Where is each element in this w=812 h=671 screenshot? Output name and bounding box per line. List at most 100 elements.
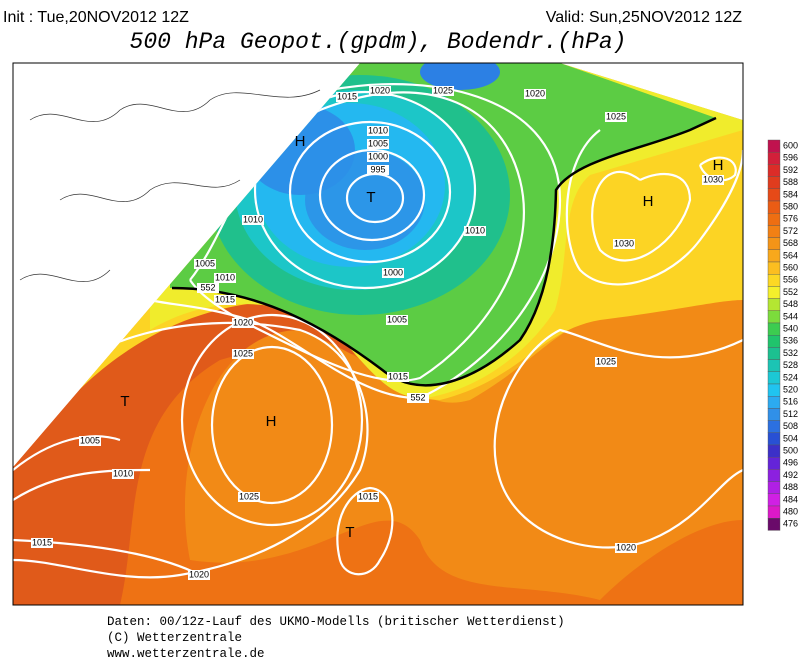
isobar-label: 1015 (358, 491, 378, 501)
footer-line: (C) Wetterzentrale (107, 631, 242, 645)
isobar-label: 1025 (606, 111, 626, 121)
colorbar-cell (767, 310, 781, 324)
label-box (595, 357, 617, 367)
colorbar-label: 488 (783, 482, 798, 492)
label-box (188, 570, 210, 580)
coastline (19, 89, 321, 282)
colorbar-cell (767, 151, 781, 165)
label-box (702, 175, 724, 185)
colorbar-cell (767, 225, 781, 238)
isobar-label: 1025 (596, 356, 616, 366)
label-box (242, 215, 264, 225)
isobar-label: 1005 (387, 314, 407, 324)
colorbar-cell (767, 420, 781, 434)
colorbar-label: 584 (783, 189, 798, 199)
isobar-label: 1015 (32, 537, 52, 547)
colorbar-label: 572 (783, 226, 798, 236)
colorbar-label: 480 (783, 506, 798, 516)
outside-domain (13, 63, 360, 467)
isobar-label: 1010 (113, 468, 133, 478)
isobar-label: 1000 (383, 267, 403, 277)
colorbar-label: 560 (783, 262, 798, 272)
isobar-label: 1015 (215, 294, 235, 304)
label-box (31, 538, 53, 548)
contour-552 (171, 116, 717, 387)
colorbar-label: 552 (783, 287, 798, 297)
colorbar-label: 536 (783, 336, 798, 346)
label-box (407, 393, 429, 403)
label-box (232, 318, 254, 328)
label-box (432, 86, 454, 96)
isobar-label: 1025 (239, 491, 259, 501)
pressure-center: H (713, 157, 724, 174)
colorbar-cell (767, 371, 781, 385)
pressure-center: H (295, 133, 306, 150)
colorbar-cell (767, 212, 781, 226)
isobar-label: 1015 (388, 371, 408, 381)
colorbar-label: 556 (783, 275, 798, 285)
label-box (464, 226, 486, 236)
colorbar-cell (767, 481, 781, 495)
label-box (605, 112, 627, 122)
label-box (214, 295, 236, 305)
label-box (367, 139, 389, 149)
colorbar-cell (767, 164, 781, 177)
colorbar-label: 496 (783, 458, 798, 468)
label-box (524, 89, 546, 99)
colorbar-label: 564 (783, 250, 798, 260)
label-box (382, 268, 404, 278)
label-box (386, 315, 408, 325)
label-box (112, 469, 134, 479)
label-box (238, 492, 260, 502)
colorbar: 600 596 592 588 584 580 576 572 568 564 560 556 552 5… (767, 139, 798, 531)
colorbar-cell (767, 396, 781, 409)
colorbar-label: 512 (783, 409, 798, 419)
colorbar-label: 504 (783, 433, 798, 443)
isobar-label: 552 (200, 282, 215, 292)
isobar-label: 1010 (243, 214, 263, 224)
colorbar-label: 548 (783, 299, 798, 309)
colorbar-cell (767, 188, 781, 202)
pressure-center: H (643, 193, 654, 210)
isobar-label: 995 (370, 164, 385, 174)
isobar-label: 1020 (525, 88, 545, 98)
colorbar-label: 576 (783, 214, 798, 224)
isobar-label: 1010 (215, 272, 235, 282)
colorbar-cell (767, 469, 781, 482)
init-time: Init : Tue,20NOV2012 12Z (3, 9, 189, 26)
outside-domain (560, 63, 743, 120)
map-title: 500 hPa Geopot.(gpdm), Bodendr.(hPa) (130, 29, 627, 55)
colorbar-label: 516 (783, 397, 798, 407)
label-box (357, 492, 379, 502)
isobar-label: 1005 (80, 435, 100, 445)
colorbar-cell (767, 493, 781, 507)
isobar-label: 1005 (195, 258, 215, 268)
isobar-label: 1025 (433, 85, 453, 95)
isobar-label: 1020 (370, 85, 390, 95)
colorbar-label: 508 (783, 421, 798, 431)
colorbar-cell (767, 457, 781, 470)
colorbar-label: 532 (783, 348, 798, 358)
colorbar-cell (767, 274, 781, 287)
colorbar-label: 492 (783, 470, 798, 480)
isobar-label: 1010 (368, 125, 388, 135)
isobar-label: 1025 (233, 348, 253, 358)
valid-time: Valid: Sun,25NOV2012 12Z (546, 9, 743, 26)
isobar-label: 1015 (337, 91, 357, 101)
label-box (197, 283, 219, 293)
label-box (79, 436, 101, 446)
pressure-center: T (366, 189, 375, 206)
colorbar-cell (767, 237, 781, 251)
colorbar-cell (767, 444, 781, 458)
isobar-label: 1030 (614, 238, 634, 248)
colorbar-cell (767, 249, 781, 263)
colorbar-label: 476 (783, 519, 798, 529)
isobar-label: 1020 (616, 542, 636, 552)
colorbar-label: 540 (783, 323, 798, 333)
isobar-label: 1005 (368, 138, 388, 148)
isobar-label: 1020 (189, 569, 209, 579)
colorbar-label: 568 (783, 238, 798, 248)
